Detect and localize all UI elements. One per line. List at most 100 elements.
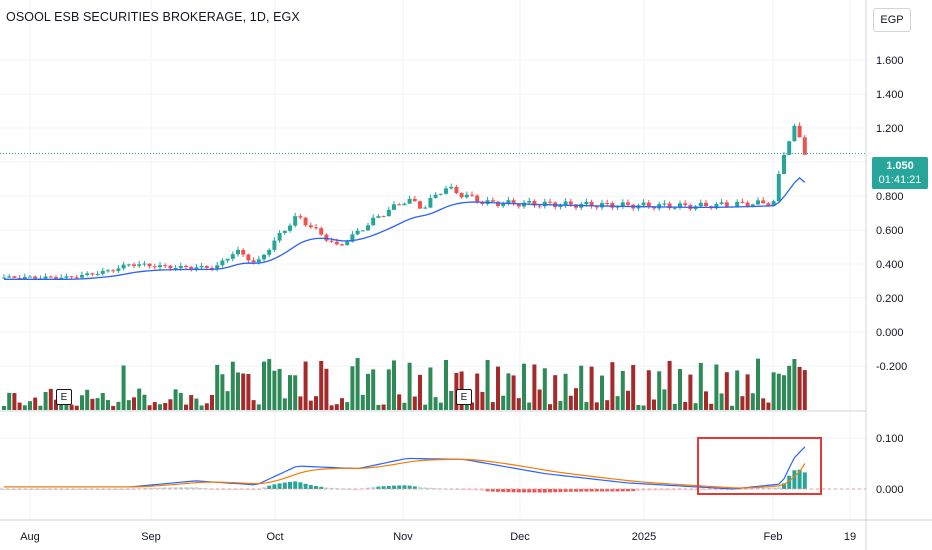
volume-bar: [106, 400, 110, 410]
candle-body: [412, 198, 417, 202]
candle-body: [345, 241, 350, 245]
candle-body: [293, 216, 298, 226]
candle-body: [189, 267, 194, 269]
volume-bar: [251, 400, 256, 410]
candle-body: [428, 197, 433, 208]
bar-countdown: 01:41:21: [878, 174, 922, 186]
candle-body: [158, 265, 162, 268]
volume-bar: [100, 393, 105, 410]
macd-histogram-bar: [709, 489, 714, 491]
earnings-badge[interactable]: E: [456, 389, 472, 405]
moving-average-line: [4, 176, 806, 280]
candle-body: [246, 254, 251, 261]
macd-histogram-bar: [158, 487, 162, 489]
candle-body: [350, 234, 355, 242]
macd-histogram-bar: [423, 487, 428, 489]
candle-body: [626, 202, 630, 205]
candle-body: [366, 225, 370, 231]
macd-histogram-bar: [485, 489, 490, 492]
candle-body: [184, 265, 188, 268]
volume-bar: [43, 391, 48, 410]
volume-bar: [428, 367, 433, 410]
volume-bar: [38, 405, 43, 410]
candle-body: [282, 230, 287, 233]
time-axis-label: Sep: [141, 531, 161, 543]
volume-bar: [69, 404, 74, 410]
candle-body: [652, 206, 656, 209]
volume-bar: [626, 390, 630, 410]
macd-histogram-bar: [407, 485, 412, 489]
candle-body: [423, 207, 428, 209]
macd-histogram-bar: [704, 489, 708, 491]
volume-bar: [236, 372, 240, 410]
volume-bar: [797, 366, 802, 410]
candle-body: [340, 244, 344, 246]
macd-histogram-bar: [80, 489, 84, 490]
candle-body: [756, 200, 760, 205]
price-axis-label: 0.600: [876, 225, 904, 237]
candle-body: [371, 217, 376, 226]
candle-body: [470, 194, 474, 196]
macd-histogram-bar: [314, 486, 318, 489]
volume-bar: [782, 375, 786, 410]
candle-body: [17, 277, 22, 279]
volume-bar: [589, 366, 594, 410]
volume-bar: [293, 375, 298, 410]
candle-body: [241, 249, 246, 255]
macd-histogram-bar: [147, 487, 152, 489]
price-axis-label: 0.400: [876, 259, 904, 271]
candle-body: [719, 202, 724, 204]
macd-histogram-bar: [766, 487, 771, 489]
macd-histogram-bar: [272, 484, 277, 489]
volume-bar: [574, 388, 578, 410]
currency-selector[interactable]: EGP: [873, 8, 911, 32]
volume-bar: [766, 402, 771, 410]
macd-histogram-bar: [735, 489, 740, 490]
macd-histogram-bar: [308, 485, 313, 489]
candle-body: [262, 254, 266, 260]
macd-histogram-bar: [69, 489, 74, 490]
macd-histogram-bar: [771, 487, 776, 489]
volume-bar: [620, 370, 625, 410]
earnings-badge[interactable]: E: [56, 389, 72, 405]
candle-body: [12, 276, 17, 278]
price-axis-label: 1.400: [876, 89, 904, 101]
candle-body: [464, 194, 469, 198]
macd-histogram-bar: [43, 489, 48, 490]
volume-bar: [568, 395, 573, 410]
candle-body: [449, 186, 454, 189]
volume-bar: [28, 401, 32, 410]
macd-histogram-bar: [402, 485, 407, 489]
volume-bar: [475, 373, 480, 410]
volume-bar: [527, 402, 532, 410]
macd-histogram-bar: [787, 475, 792, 489]
volume-bar: [719, 393, 724, 410]
volume-bar: [116, 401, 121, 410]
price-axis-label: 0.200: [876, 293, 904, 305]
price-axis-label: 0.800: [876, 191, 904, 203]
volume-bar: [438, 402, 443, 410]
candle-body: [230, 254, 235, 259]
volume-bar: [740, 396, 745, 410]
volume-bar: [215, 364, 220, 410]
volume-bar: [59, 401, 64, 410]
macd-histogram-bar: [496, 489, 500, 492]
macd-histogram-bar: [511, 489, 516, 493]
volume-bar: [480, 391, 485, 410]
macd-histogram-bar: [532, 489, 537, 493]
candle-body: [277, 232, 282, 241]
time-axis-label: Aug: [20, 531, 40, 543]
volume-bar: [381, 404, 386, 410]
candle-body: [662, 203, 667, 205]
volume-bar: [80, 395, 84, 410]
macd-histogram-bar: [740, 489, 745, 490]
volume-bar: [298, 396, 303, 410]
macd-histogram-bar: [683, 489, 688, 491]
macd-histogram-bar: [428, 487, 433, 489]
candle-body: [501, 203, 506, 207]
macd-histogram-bar: [386, 485, 391, 489]
volume-bar: [334, 404, 339, 410]
macd-histogram-bar: [652, 489, 656, 491]
candle-body: [194, 267, 199, 269]
